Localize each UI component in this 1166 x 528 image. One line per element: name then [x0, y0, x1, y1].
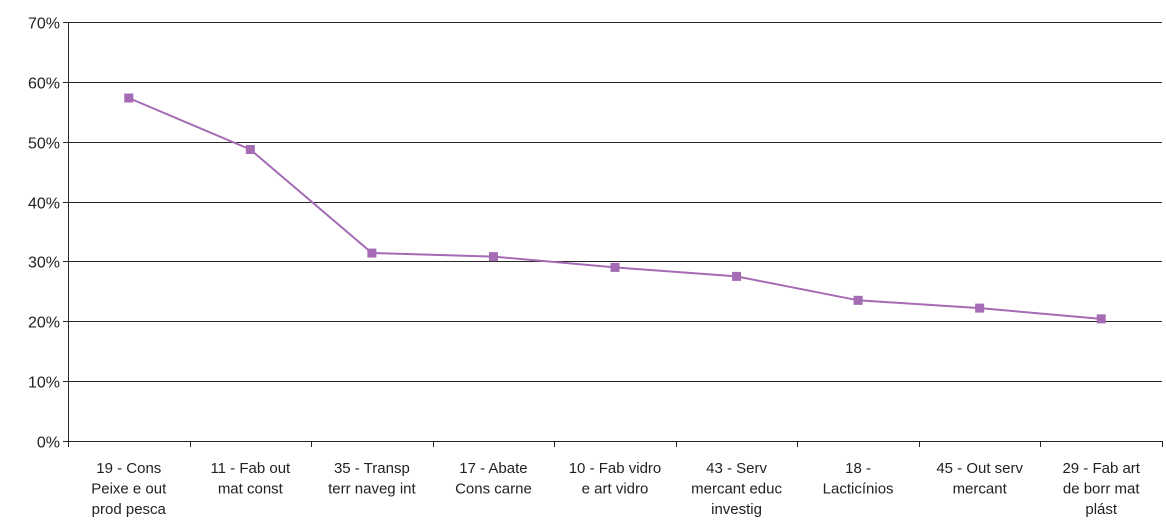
y-axis-ticks: 0% 10% 20% 30% 40% 50% 60% 70%: [28, 16, 68, 452]
gridlines: [68, 22, 1162, 382]
y-tick-label: 30%: [28, 255, 60, 272]
x-tick-label: 17 - Abate Cons carne: [455, 460, 532, 498]
data-point-marker: [245, 144, 255, 154]
axes: [68, 22, 1162, 442]
y-tick-label: 40%: [28, 196, 60, 213]
data-point-marker: [124, 93, 134, 103]
data-point-marker: [732, 271, 742, 281]
y-tick-label: 10%: [28, 375, 60, 392]
series: [124, 93, 1106, 324]
y-tick-label: 20%: [28, 315, 60, 332]
x-tick-label: 45 - Out serv mercant: [936, 460, 1023, 498]
data-point-marker: [1096, 314, 1106, 324]
data-point-marker: [853, 295, 863, 305]
x-tick-label: 43 - Serv mercant educ investig: [691, 460, 782, 518]
x-tick-label: 11 - Fab out mat const: [210, 460, 291, 498]
y-tick-label: 70%: [28, 16, 60, 33]
x-tick-label: 18 -Lacticínios: [823, 460, 894, 498]
y-tick-label: 60%: [28, 76, 60, 93]
y-tick-label: 0%: [37, 435, 60, 452]
x-tick-label: 29 - Fab art de borr mat plást: [1062, 460, 1140, 518]
data-point-marker: [367, 248, 377, 258]
data-point-marker: [488, 252, 498, 262]
x-tick-label: 35 - Transp terr naveg int: [328, 460, 416, 498]
data-point-marker: [975, 303, 985, 313]
series-line: [128, 97, 1102, 320]
data-point-marker: [610, 262, 620, 272]
x-tick-label: 19 - Cons Peixe e out prod pesca: [91, 460, 167, 518]
y-tick-label: 50%: [28, 136, 60, 153]
x-axis-ticks: 19 - Cons Peixe e out prod pesca 11 - Fab o…: [68, 441, 1163, 518]
x-tick-label: 10 - Fab vidro e art vidro: [569, 460, 662, 498]
